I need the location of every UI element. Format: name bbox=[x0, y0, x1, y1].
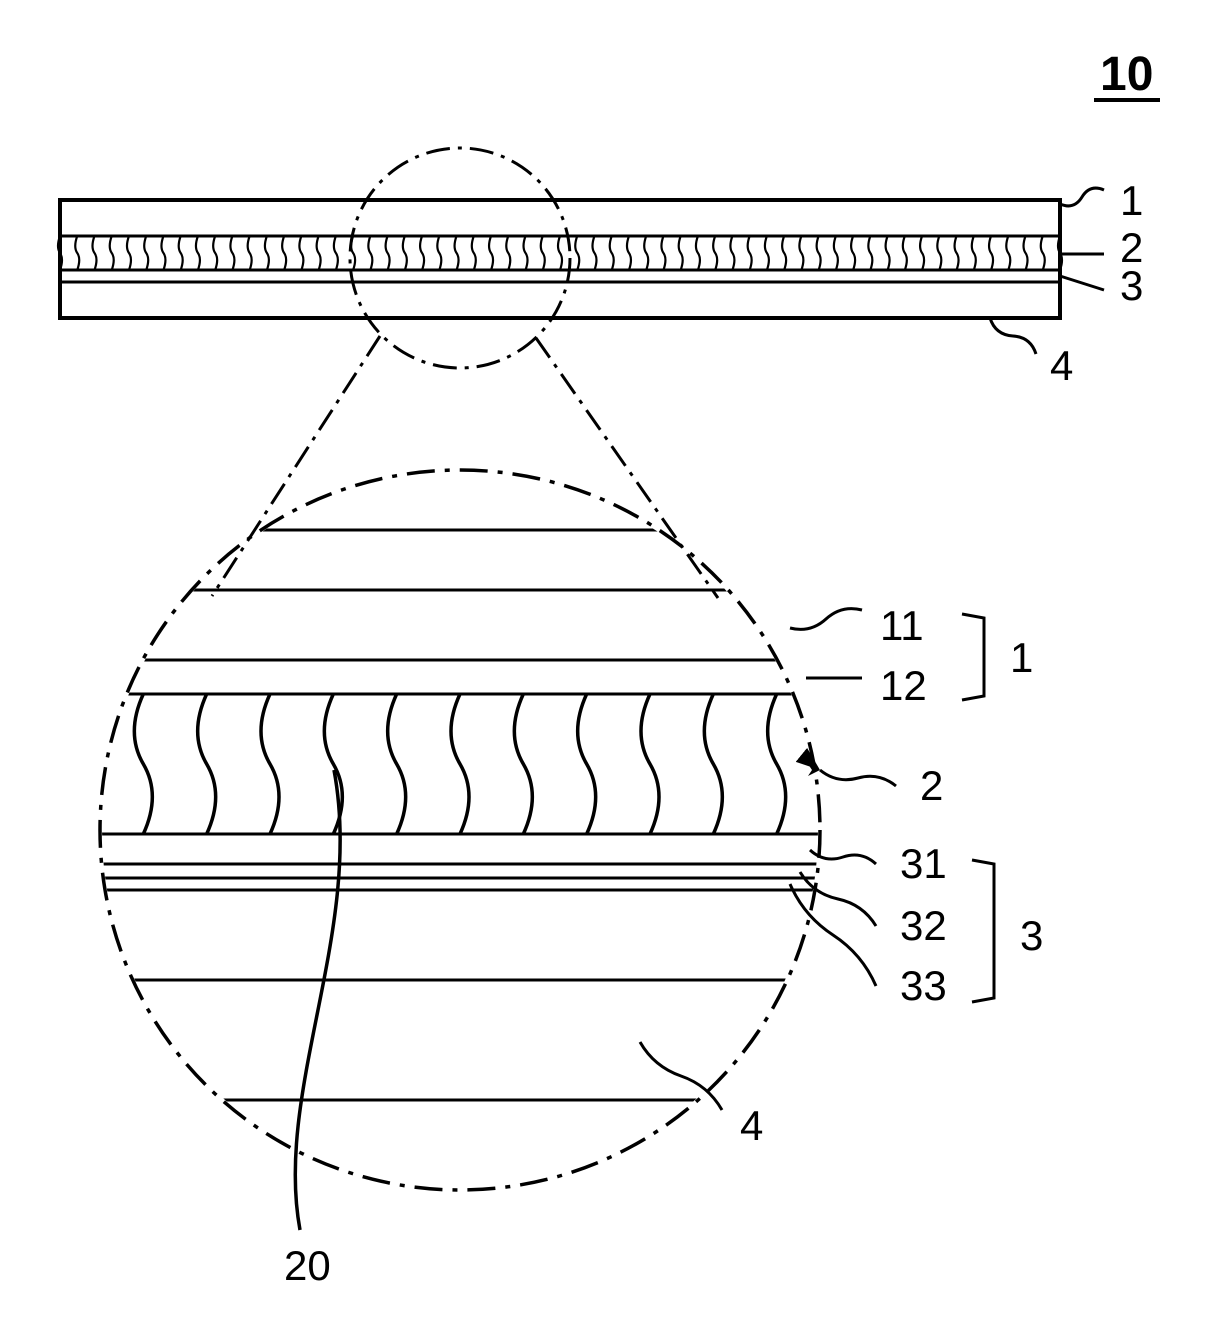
zoom-connector bbox=[212, 336, 380, 596]
layer-label: 20 bbox=[284, 1242, 331, 1289]
layer-label: 3 bbox=[1120, 262, 1143, 309]
layer-label: 32 bbox=[900, 902, 947, 949]
lead-line bbox=[990, 318, 1036, 354]
group-bracket bbox=[972, 860, 994, 1002]
diagram-svg: 1234101112231323342013 bbox=[0, 0, 1216, 1328]
lead-line bbox=[820, 770, 896, 786]
lead-line bbox=[790, 609, 862, 630]
group-label: 1 bbox=[1010, 634, 1033, 681]
group-bracket bbox=[962, 614, 984, 700]
lead-line bbox=[1060, 276, 1104, 290]
assembly-label: 10 bbox=[1100, 48, 1153, 101]
zoom-layer-hatching bbox=[71, 694, 849, 834]
layer-label: 1 bbox=[1120, 177, 1143, 224]
group-label: 3 bbox=[1020, 912, 1043, 959]
zoom-connector bbox=[536, 338, 718, 598]
layer-label: 2 bbox=[920, 762, 943, 809]
zoom-content bbox=[71, 530, 849, 1100]
layer-label: 11 bbox=[880, 602, 924, 649]
layer-label: 4 bbox=[740, 1102, 763, 1149]
layer-label: 31 bbox=[900, 840, 947, 887]
layer-label: 12 bbox=[880, 662, 927, 709]
layer-label: 33 bbox=[900, 962, 947, 1009]
lead-line bbox=[1060, 188, 1104, 206]
layer-label: 4 bbox=[1050, 342, 1073, 389]
